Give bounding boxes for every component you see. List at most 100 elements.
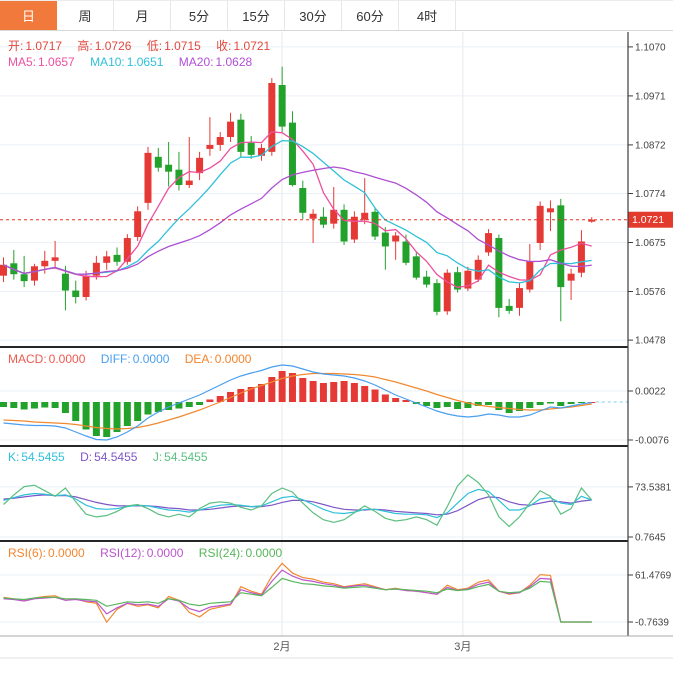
candle[interactable] [134, 206, 142, 242]
candle[interactable] [165, 141, 173, 187]
candle[interactable] [454, 266, 462, 293]
candle[interactable] [361, 178, 369, 225]
candle[interactable] [443, 269, 451, 315]
candle[interactable] [340, 204, 348, 245]
candle[interactable] [319, 207, 327, 229]
candle-body [505, 305, 513, 311]
candle-body [330, 209, 338, 224]
candle[interactable] [588, 217, 596, 223]
tab-60min[interactable]: 60分 [342, 1, 399, 30]
candle[interactable] [206, 117, 214, 156]
candle[interactable] [0, 257, 7, 283]
candle-body [206, 144, 214, 149]
y-axis-label: 1.0478 [635, 336, 666, 347]
macd-bar [185, 402, 193, 407]
candle-body [258, 147, 265, 156]
candle[interactable] [51, 241, 59, 269]
candle[interactable] [474, 255, 482, 283]
y-axis-label: -0.0076 [635, 436, 669, 447]
candle[interactable] [278, 66, 286, 133]
candle[interactable] [123, 234, 131, 265]
candle[interactable] [154, 147, 162, 172]
candle[interactable] [30, 263, 38, 286]
y-axis-label: 1.0774 [635, 189, 666, 200]
x-axis-month-label: 2月 [273, 641, 290, 653]
candle[interactable] [505, 298, 513, 314]
candle[interactable] [516, 282, 523, 316]
candle[interactable] [546, 200, 554, 232]
macd-bar [10, 402, 18, 408]
candle[interactable] [175, 151, 183, 191]
macd-bar [144, 402, 152, 415]
candle[interactable] [567, 268, 575, 300]
candle[interactable] [299, 180, 307, 220]
candle[interactable] [536, 201, 544, 250]
rsi24-value: 0.0000 [245, 546, 283, 560]
macd-bar [495, 402, 503, 410]
candle[interactable] [557, 198, 565, 322]
candle[interactable] [526, 243, 534, 293]
rsi24-line [3, 577, 592, 623]
macd-bar [402, 400, 410, 402]
candle[interactable] [237, 113, 245, 157]
candle[interactable] [288, 111, 296, 187]
candle[interactable] [433, 279, 441, 316]
tab-month[interactable]: 月 [114, 1, 171, 30]
candle[interactable] [113, 247, 121, 266]
tab-5min[interactable]: 5分 [171, 1, 228, 30]
candle[interactable] [103, 250, 111, 270]
candle[interactable] [196, 151, 204, 181]
rsi6-value: 0.0000 [48, 546, 85, 560]
ma10-label: MA10: [90, 55, 125, 69]
candle-body [123, 238, 131, 262]
macd-bar [319, 383, 327, 402]
candle-body [309, 213, 317, 219]
candle-body [567, 273, 575, 281]
macd-bar [371, 389, 379, 402]
ma20-line [3, 166, 592, 275]
macd-bar [82, 402, 90, 430]
candle[interactable] [216, 132, 224, 151]
tab-week[interactable]: 周 [57, 1, 114, 30]
candle[interactable] [330, 187, 338, 229]
candle[interactable] [92, 255, 100, 280]
open-value: 1.0717 [25, 39, 63, 53]
candle[interactable] [247, 136, 255, 159]
candle[interactable] [485, 229, 493, 256]
candle[interactable] [20, 255, 28, 288]
candle[interactable] [464, 266, 472, 292]
candle[interactable] [268, 78, 276, 156]
dea-line [3, 372, 592, 430]
tab-15min[interactable]: 15分 [228, 1, 285, 30]
candle[interactable] [350, 211, 358, 243]
candle[interactable] [412, 251, 420, 280]
macd-bar [20, 402, 28, 410]
tab-day[interactable]: 日 [0, 1, 57, 30]
y-axis-label: 1.0675 [635, 238, 666, 249]
candle-body [134, 211, 142, 238]
y-axis-label: 1.0971 [635, 91, 666, 102]
candle[interactable] [61, 265, 69, 311]
candle[interactable] [423, 270, 431, 288]
macd-bar [381, 394, 389, 402]
candle[interactable] [185, 137, 193, 189]
candle[interactable] [392, 232, 400, 260]
candle[interactable] [227, 112, 235, 142]
candle[interactable] [72, 280, 80, 304]
macd-bar [216, 396, 224, 402]
candle[interactable] [381, 227, 389, 270]
candle[interactable] [82, 270, 90, 301]
rsi-readout: RSI(6): 0.0000 RSI(12): 0.0000 RSI(24): 0.0… [8, 546, 284, 560]
candle[interactable] [577, 230, 585, 278]
candle[interactable] [309, 209, 317, 243]
candle[interactable] [258, 143, 265, 161]
tab-30min[interactable]: 30分 [285, 1, 342, 30]
close-value: 1.0721 [233, 39, 271, 53]
candle[interactable] [10, 249, 18, 280]
candle[interactable] [144, 146, 152, 210]
tab-4hour[interactable]: 4时 [399, 1, 456, 30]
candle[interactable] [495, 234, 503, 318]
macd-bar [206, 399, 214, 402]
